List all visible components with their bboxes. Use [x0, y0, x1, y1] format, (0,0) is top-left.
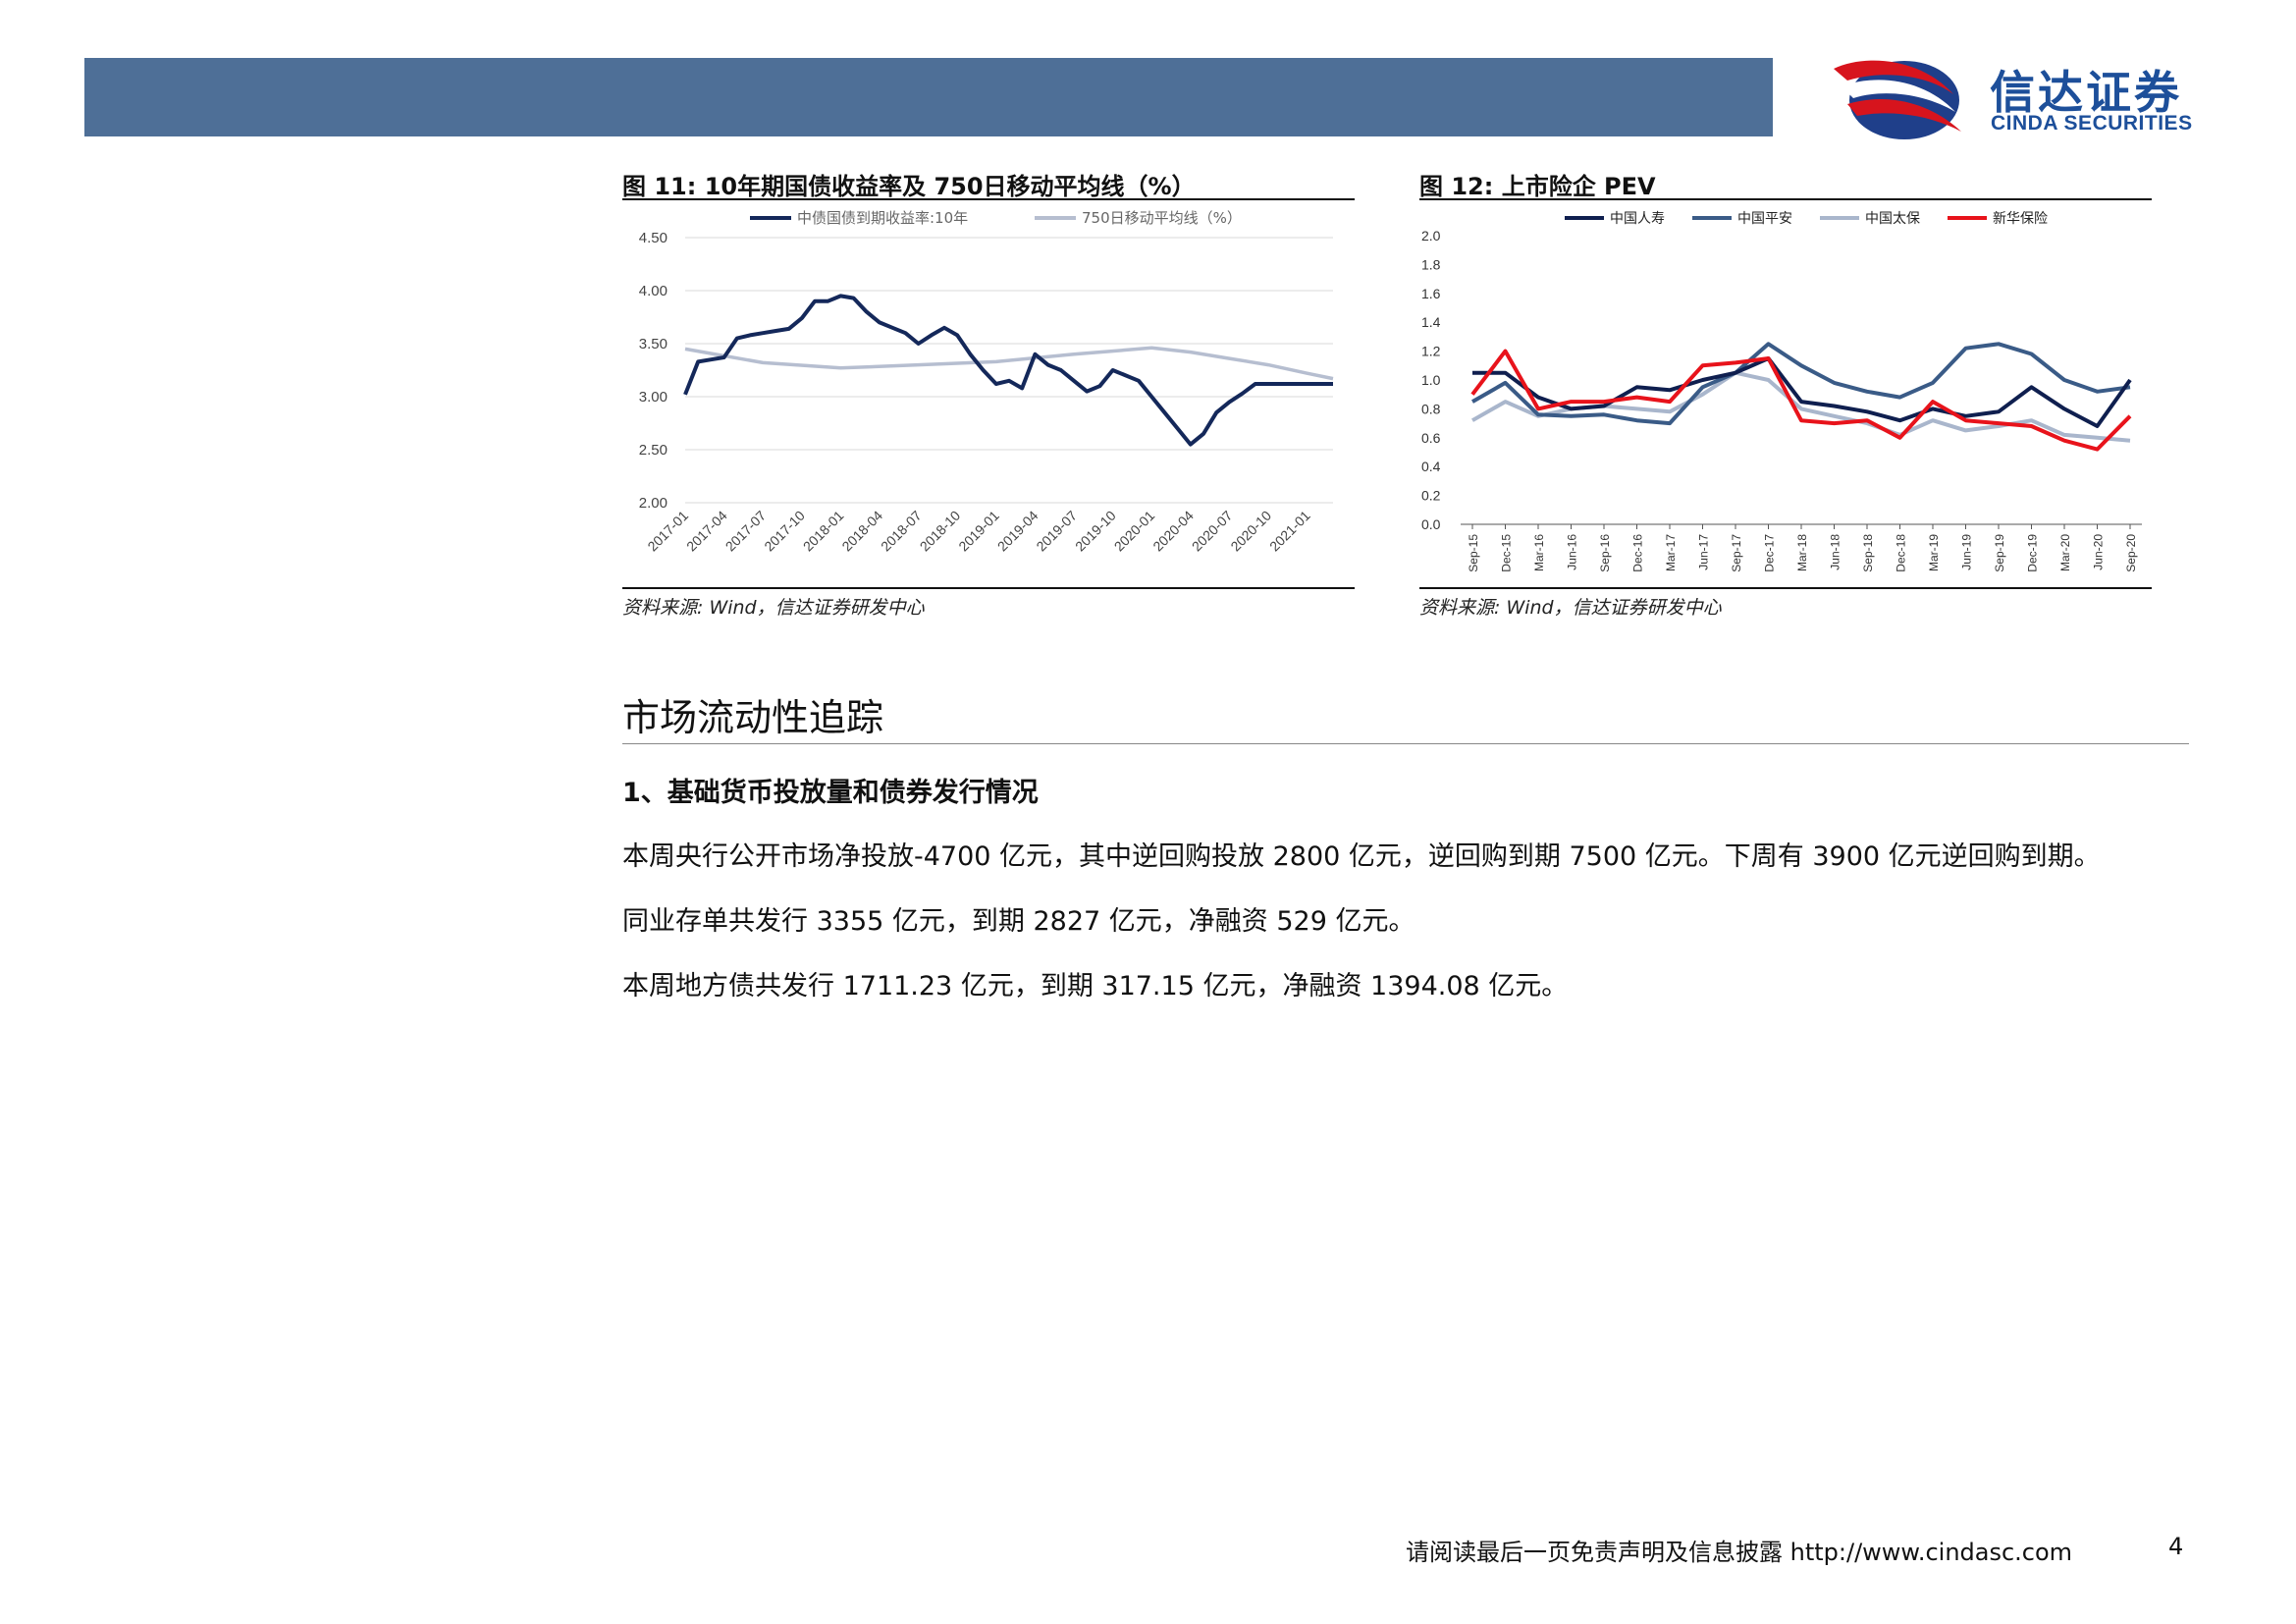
company-logo: 信达证券 CINDA SECURITIES [1828, 51, 2240, 145]
series-line [1470, 349, 2132, 452]
x-tick-label: Dec-18 [1895, 534, 1908, 572]
y-tick-label: 3.50 [639, 336, 667, 352]
logo-chinese-name: 信达证券 [1990, 66, 2182, 119]
x-tick-label: Mar-16 [1532, 534, 1546, 571]
footer-disclaimer: 请阅读最后一页免责声明及信息披露 http://www.cindasc.com [1406, 1539, 2073, 1566]
y-tick-label: 1.2 [1421, 344, 1441, 359]
y-tick-label: 0.6 [1421, 430, 1441, 446]
x-tick-label: 2019-04 [994, 508, 1041, 555]
x-tick-label: Sep-16 [1598, 534, 1612, 572]
logo-english-name: CINDA SECURITIES [1991, 112, 2193, 135]
x-tick-label: Jun-18 [1829, 534, 1842, 570]
figure12-source: 资料来源: Wind，信达证券研发中心 [1419, 597, 1722, 619]
y-tick-label: 4.50 [639, 230, 667, 246]
series-line [1472, 356, 2132, 428]
x-tick-label: 2020-01 [1111, 508, 1158, 555]
x-tick-label: Sep-17 [1730, 534, 1743, 572]
x-tick-label: 2018-04 [838, 508, 885, 555]
x-tick-label: Dec-16 [1631, 534, 1645, 572]
x-tick-label: 2017-07 [722, 508, 770, 555]
x-tick-label: 2019-07 [1033, 508, 1080, 555]
paragraph-local-bonds: 本周地方债共发行 1711.23 亿元，到期 317.15 亿元，净融资 139… [622, 971, 1569, 1001]
x-tick-label: Dec-15 [1500, 534, 1514, 572]
x-tick-label: 2019-10 [1072, 508, 1119, 555]
x-tick-label: Jun-17 [1697, 534, 1711, 570]
logo-emblem-icon [1834, 60, 1961, 139]
figure11-title: 图 11: 10年期国债收益率及 750日移动平均线（%） [622, 173, 1196, 200]
figure11-bottom-rule [622, 587, 1355, 589]
x-tick-label: Dec-19 [2026, 534, 2040, 572]
figure12-bottom-rule [1419, 587, 2152, 589]
x-tick-label: 2018-10 [917, 508, 964, 555]
x-tick-label: Dec-17 [1763, 534, 1777, 572]
section-title: 市场流动性追踪 [622, 696, 884, 739]
x-tick-label: Mar-17 [1664, 534, 1678, 571]
y-tick-label: 1.4 [1421, 314, 1441, 330]
y-tick-label: 0.4 [1421, 459, 1441, 474]
y-tick-label: 2.50 [639, 442, 667, 459]
section-subheading: 1、基础货币投放量和债券发行情况 [622, 778, 1039, 808]
x-tick-label: 2017-10 [761, 508, 808, 555]
x-tick-label: Sep-18 [1861, 534, 1875, 572]
x-tick-label: Sep-20 [2124, 534, 2138, 572]
x-tick-label: 2018-07 [878, 508, 925, 555]
x-tick-label: Mar-18 [1795, 534, 1809, 571]
page-number: 4 [2168, 1533, 2184, 1560]
x-tick-label: Mar-20 [2058, 534, 2072, 571]
section-divider [622, 743, 2189, 744]
legend-label: 中国平安 [1737, 211, 1792, 227]
legend-label: 750日移动平均线（%） [1082, 209, 1242, 227]
x-tick-label: Sep-19 [1993, 534, 2006, 572]
y-tick-label: 0.2 [1421, 488, 1441, 504]
x-tick-label: Jun-19 [1960, 534, 1974, 570]
figure11-source: 资料来源: Wind，信达证券研发中心 [622, 597, 925, 619]
y-tick-label: 4.00 [639, 283, 667, 299]
legend-label: 中债国债到期收益率:10年 [797, 209, 968, 227]
figure12-title: 图 12: 上市险企 PEV [1419, 173, 1656, 200]
x-tick-label: 2021-01 [1266, 508, 1313, 555]
series-line [684, 346, 1334, 381]
y-tick-label: 0.0 [1421, 516, 1441, 532]
series-line [683, 294, 1333, 447]
figure11-top-rule [622, 198, 1355, 200]
x-tick-label: 2019-01 [955, 508, 1002, 555]
x-tick-label: 2020-04 [1149, 508, 1197, 555]
paragraph-open-market: 本周央行公开市场净投放-4700 亿元，其中逆回购投放 2800 亿元，逆回购到… [622, 841, 2101, 872]
y-tick-label: 1.0 [1421, 372, 1441, 388]
y-tick-label: 2.0 [1421, 228, 1441, 244]
x-tick-label: 2020-07 [1189, 508, 1236, 555]
y-tick-label: 0.8 [1421, 401, 1441, 416]
x-tick-label: Jun-20 [2092, 534, 2106, 570]
x-tick-label: Sep-15 [1467, 534, 1480, 572]
legend-label: 新华保险 [1993, 211, 2048, 227]
x-tick-label: 2020-10 [1227, 508, 1274, 555]
y-tick-label: 1.6 [1421, 286, 1441, 301]
y-tick-label: 1.8 [1421, 256, 1441, 272]
legend-label: 中国人寿 [1610, 210, 1665, 227]
figure12-top-rule [1419, 198, 2152, 200]
x-tick-label: 2017-01 [644, 508, 691, 555]
series-line [1471, 342, 2131, 426]
x-tick-label: Jun-16 [1566, 534, 1579, 570]
x-tick-label: Mar-19 [1927, 534, 1941, 571]
header-bar [84, 58, 1773, 136]
x-tick-label: 2018-01 [800, 508, 847, 555]
paragraph-ncd: 同业存单共发行 3355 亿元，到期 2827 亿元，净融资 529 亿元。 [622, 906, 1415, 937]
y-tick-label: 3.00 [639, 389, 667, 406]
x-tick-label: 2017-04 [683, 508, 730, 555]
y-tick-label: 2.00 [639, 495, 667, 512]
figure12-chart: 2.0 1.8 1.6 1.4 1.2 1.0 0.8 0.6 0.4 0.2 0.0 Sep-15 D… [1421, 210, 2142, 572]
legend-label: 中国太保 [1865, 211, 1920, 227]
series-line [1471, 370, 2131, 443]
figure11-chart: 4.504.003.503.002.502.002017-012017-0420… [639, 209, 1334, 555]
